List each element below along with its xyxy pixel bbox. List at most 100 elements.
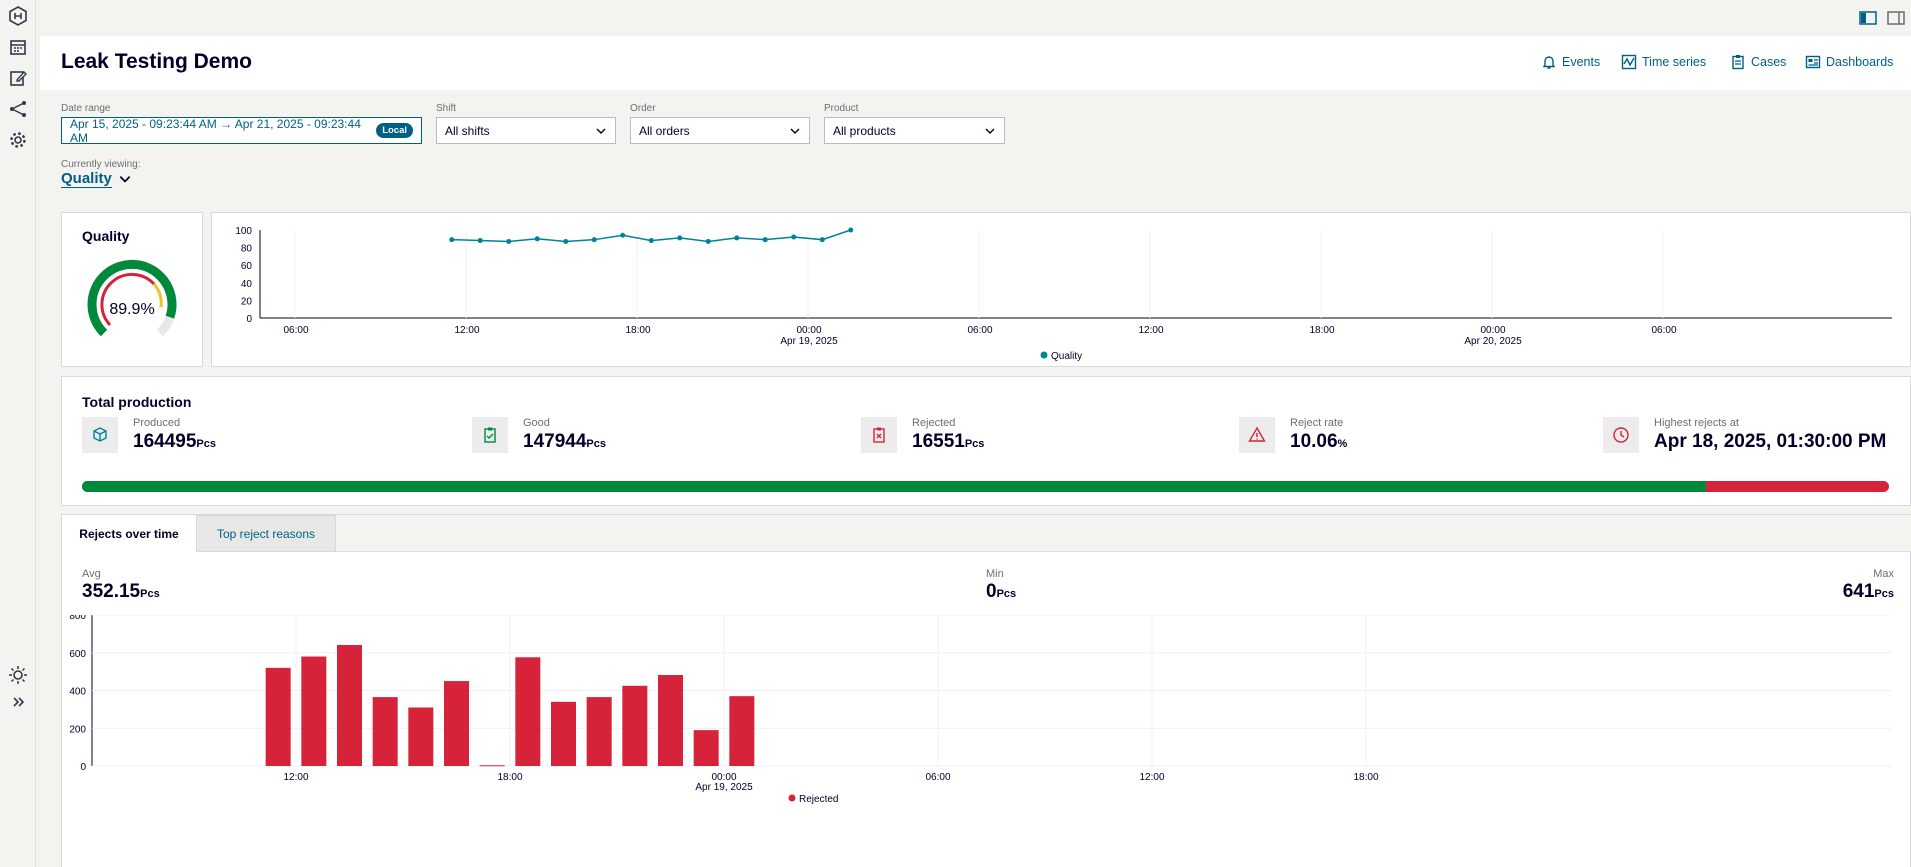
clipboard-check-icon — [484, 427, 496, 443]
x-tick-label: 06:00 — [967, 325, 992, 336]
legend-marker-quality — [1040, 351, 1048, 359]
shift-select[interactable]: All shifts — [436, 117, 616, 144]
chevron-down-icon — [119, 176, 131, 183]
time-series-link[interactable]: Time series — [1621, 54, 1706, 70]
clipboard-x-icon — [873, 427, 885, 443]
reject-rate-value: 10.06% — [1290, 431, 1348, 452]
x-tick-label: 00:00 — [1480, 325, 1505, 336]
share-icon[interactable] — [8, 99, 28, 119]
cube-icon — [93, 427, 107, 442]
rejected-bar — [586, 697, 612, 766]
y-tick-label: 60 — [241, 261, 253, 272]
tab-top-reject-reasons[interactable]: Top reject reasons — [196, 515, 336, 552]
clock-icon — [1613, 427, 1629, 443]
clipboard-icon — [1732, 55, 1744, 70]
date-range-value: Apr 15, 2025 - 09:23:44 AM → Apr 21, 202… — [70, 116, 361, 145]
x-tick-label: 18:00 — [1353, 772, 1378, 783]
reject-rate-stat-icon — [1239, 417, 1275, 453]
quality-value: 89.9% — [109, 301, 154, 318]
x-tick-date-label: Apr 20, 2025 — [1464, 336, 1522, 347]
product-label: Product — [824, 103, 859, 114]
quality-card-title: Quality — [82, 228, 130, 244]
legend-marker-rejected — [788, 794, 796, 802]
top-bar — [36, 0, 1911, 36]
highest-rejects-label: Highest rejects at — [1654, 417, 1739, 429]
dashboards-link-label: Dashboards — [1826, 55, 1894, 69]
production-progress-bar — [82, 481, 1889, 492]
settings-icon[interactable] — [8, 130, 28, 150]
chevron-down-icon — [790, 128, 800, 134]
highest-rejects-stat-icon — [1603, 417, 1639, 453]
y-tick-label: 80 — [241, 244, 253, 255]
max-label: Max — [1873, 568, 1894, 580]
quality-data-point — [848, 227, 854, 233]
panel-left-icon[interactable] — [1858, 8, 1878, 28]
order-value: All orders — [639, 123, 690, 138]
gauge-value-arc — [87, 259, 177, 337]
x-tick-date-label: Apr 19, 2025 — [695, 782, 753, 793]
rejects-tab-bar — [62, 515, 1911, 552]
view-selector[interactable]: Quality — [61, 170, 132, 188]
x-tick-label: 06:00 — [1651, 325, 1676, 336]
rejected-bar — [729, 696, 755, 766]
y-tick-label: 0 — [246, 314, 252, 325]
page-header: Leak Testing Demo Events Time series Cas… — [40, 36, 1911, 90]
produced-label: Produced — [133, 417, 181, 429]
rejected-bar — [515, 657, 541, 766]
quality-data-point — [563, 238, 569, 244]
product-value: All products — [833, 123, 896, 138]
rejected-bar — [479, 765, 505, 767]
x-tick-label: 18:00 — [497, 772, 522, 783]
tab-rejects-over-time[interactable]: Rejects over time — [62, 515, 196, 552]
x-tick-label: 18:00 — [625, 325, 650, 336]
x-tick-label: 00:00 — [711, 772, 736, 783]
x-tick-date-label: Apr 19, 2025 — [780, 336, 838, 347]
production-card: Total production Produced 164495Pcs Good… — [61, 376, 1911, 506]
quality-gauge: 89.9% — [87, 259, 177, 337]
good-stat-icon — [472, 417, 508, 453]
events-link[interactable]: Events — [1541, 54, 1600, 70]
min-label: Min — [986, 568, 1004, 580]
rejected-stat-icon — [861, 417, 897, 453]
edit-icon[interactable] — [8, 68, 28, 88]
avg-value: 352.15Pcs — [82, 581, 160, 602]
panel-right-icon[interactable] — [1886, 8, 1906, 28]
x-tick-label: 18:00 — [1309, 325, 1334, 336]
dashboards-link[interactable]: Dashboards — [1805, 54, 1893, 70]
produced-stat-icon — [82, 417, 118, 453]
cases-link-label: Cases — [1751, 55, 1787, 69]
date-range-label: Date range — [61, 103, 111, 114]
quality-data-point — [449, 237, 455, 243]
calendar-icon[interactable] — [8, 37, 28, 57]
good-label: Good — [523, 417, 550, 429]
product-select[interactable]: All products — [824, 117, 1005, 144]
logo-icon[interactable] — [8, 6, 28, 26]
x-tick-label: 12:00 — [283, 772, 308, 783]
rejected-value: 16551Pcs — [912, 431, 985, 452]
rejected-bar — [693, 730, 719, 766]
quality-data-point — [762, 237, 768, 243]
x-tick-label: 12:00 — [1139, 772, 1164, 783]
y-tick-label: 400 — [69, 687, 86, 698]
warning-icon — [1248, 426, 1266, 442]
rejected-bar — [301, 656, 327, 766]
x-tick-label: 12:00 — [454, 325, 479, 336]
y-tick-label: 800 — [69, 615, 86, 622]
produced-value: 164495Pcs — [133, 431, 216, 452]
page-title: Leak Testing Demo — [61, 50, 252, 73]
time-series-link-label: Time series — [1642, 55, 1707, 69]
cases-link[interactable]: Cases — [1730, 54, 1786, 70]
rejected-bar — [444, 681, 469, 766]
order-select[interactable]: All orders — [630, 117, 810, 144]
legend-label-rejected: Rejected — [799, 794, 838, 805]
quality-data-point — [506, 238, 512, 244]
rejected-bar — [337, 645, 362, 766]
legend-label-quality: Quality — [1051, 351, 1082, 362]
x-tick-label: 06:00 — [283, 325, 308, 336]
expand-icon[interactable] — [8, 692, 28, 712]
theme-icon[interactable] — [8, 665, 28, 685]
x-tick-label: 12:00 — [1138, 325, 1163, 336]
rejected-label: Rejected — [912, 417, 956, 429]
date-range-picker[interactable]: Apr 15, 2025 - 09:23:44 AM → Apr 21, 202… — [61, 116, 422, 145]
